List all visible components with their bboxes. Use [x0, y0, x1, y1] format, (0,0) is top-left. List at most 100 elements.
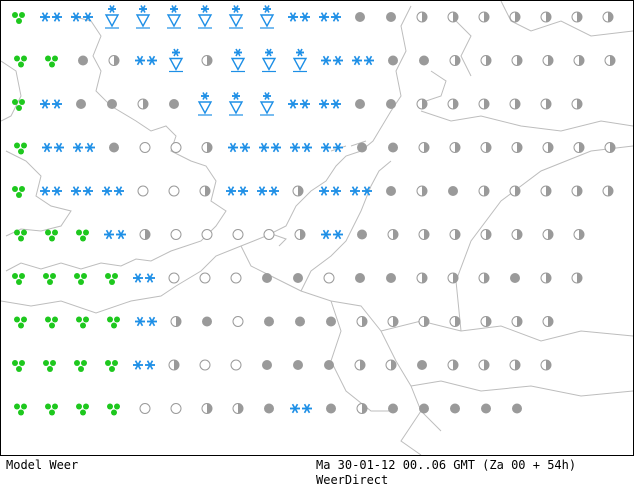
half-grey-circle-icon [480, 142, 492, 153]
snow-shower-triangle-icon [197, 5, 213, 29]
double-snowflake-icon [350, 186, 372, 196]
half-grey-circle-icon [571, 11, 583, 23]
half-grey-circle-icon [416, 98, 428, 110]
snow-shower-triangle-icon [104, 5, 120, 29]
filled-grey-circle-icon [450, 403, 460, 414]
half-grey-circle-icon [199, 185, 211, 197]
filled-grey-circle-icon [386, 99, 396, 109]
open-circle-icon [168, 272, 180, 284]
half-grey-circle-icon [137, 98, 149, 110]
half-grey-circle-icon [294, 229, 306, 240]
coastline-continent [1, 130, 380, 314]
half-grey-circle-icon [201, 142, 213, 153]
half-grey-circle-icon [139, 229, 151, 240]
double-snowflake-icon [226, 186, 248, 196]
half-grey-circle-icon [540, 272, 552, 284]
green-rain-drops-icon [14, 403, 27, 416]
half-grey-circle-icon [354, 359, 366, 371]
weather-symbols-layer [12, 5, 616, 416]
half-grey-circle-icon [449, 55, 461, 66]
half-grey-circle-icon [418, 316, 430, 327]
half-grey-circle-icon [509, 185, 521, 197]
green-rain-drops-icon [14, 142, 27, 155]
snow-shower-triangle-icon [168, 48, 184, 73]
green-rain-drops-icon [12, 273, 25, 285]
double-snowflake-icon [319, 12, 341, 22]
double-snowflake-icon [42, 142, 64, 153]
filled-grey-circle-icon [355, 99, 365, 109]
filled-grey-circle-icon [419, 403, 429, 414]
filled-grey-circle-icon [355, 273, 365, 283]
open-circle-icon [199, 272, 211, 284]
half-grey-circle-icon [478, 359, 490, 371]
snow-shower-triangle-icon [292, 48, 308, 73]
half-grey-circle-icon [168, 359, 180, 371]
green-rain-drops-icon [76, 229, 89, 242]
coastline-baltic [420, 1, 633, 132]
snow-shower-triangle-icon [197, 92, 213, 116]
green-rain-drops-icon [76, 316, 89, 329]
half-grey-circle-icon [478, 272, 490, 284]
double-snowflake-icon [133, 273, 155, 283]
double-snowflake-icon [71, 186, 93, 196]
open-circle-icon [232, 316, 244, 327]
half-grey-circle-icon [540, 11, 552, 23]
filled-grey-circle-icon [109, 142, 119, 153]
green-rain-drops-icon [107, 403, 120, 416]
double-snowflake-icon [135, 316, 157, 327]
weather-map [1, 1, 633, 455]
green-rain-drops-icon [12, 186, 25, 198]
half-grey-circle-icon [480, 229, 492, 240]
filled-grey-circle-icon [448, 186, 458, 196]
half-grey-circle-icon [542, 229, 554, 240]
open-circle-icon [137, 185, 149, 197]
coastline-denmark [378, 5, 472, 132]
half-grey-circle-icon [478, 98, 490, 110]
double-snowflake-icon [288, 12, 310, 22]
filled-grey-circle-icon [357, 142, 367, 153]
filled-grey-circle-icon [326, 403, 336, 414]
border-lines [240, 145, 633, 455]
open-circle-icon [230, 359, 242, 371]
map-footer: Model Weer Ma 30-01-12 00..06 GMT (Za 00… [0, 456, 634, 490]
half-grey-circle-icon [542, 142, 554, 153]
filled-grey-circle-icon [417, 360, 427, 370]
filled-grey-circle-icon [107, 99, 117, 109]
green-rain-drops-icon [12, 360, 25, 372]
half-grey-circle-icon [387, 229, 399, 240]
green-rain-drops-icon [14, 229, 27, 242]
filled-grey-circle-icon [169, 99, 179, 109]
half-grey-circle-icon [387, 316, 399, 327]
open-circle-icon [168, 185, 180, 197]
half-grey-circle-icon [480, 316, 492, 327]
double-snowflake-icon [104, 229, 126, 240]
half-grey-circle-icon [201, 403, 213, 414]
double-snowflake-icon [40, 186, 62, 196]
filled-grey-circle-icon [324, 360, 334, 370]
snow-shower-triangle-icon [261, 48, 277, 73]
green-rain-drops-icon [45, 403, 58, 416]
coastline-britain [5, 15, 227, 272]
coastline-ireland [1, 60, 22, 122]
double-snowflake-icon [135, 55, 157, 66]
half-grey-circle-icon [447, 272, 459, 284]
half-grey-circle-icon [170, 316, 182, 327]
source-label: WeerDirect [316, 473, 389, 487]
green-rain-drops-icon [43, 360, 56, 372]
filled-grey-circle-icon [510, 273, 520, 283]
snow-shower-triangle-icon [166, 5, 182, 29]
green-rain-drops-icon [105, 273, 118, 285]
double-snowflake-icon [352, 55, 374, 66]
open-circle-icon [201, 229, 213, 240]
half-grey-circle-icon [571, 185, 583, 197]
model-label: Model Weer [6, 458, 79, 472]
half-grey-circle-icon [108, 55, 120, 66]
green-rain-drops-icon [14, 316, 27, 329]
half-grey-circle-icon [573, 55, 585, 66]
open-circle-icon [199, 359, 211, 371]
double-snowflake-icon [321, 55, 343, 66]
half-grey-circle-icon [356, 316, 368, 327]
open-circle-icon [139, 142, 151, 153]
filled-grey-circle-icon [386, 186, 396, 196]
half-grey-circle-icon [509, 359, 521, 371]
